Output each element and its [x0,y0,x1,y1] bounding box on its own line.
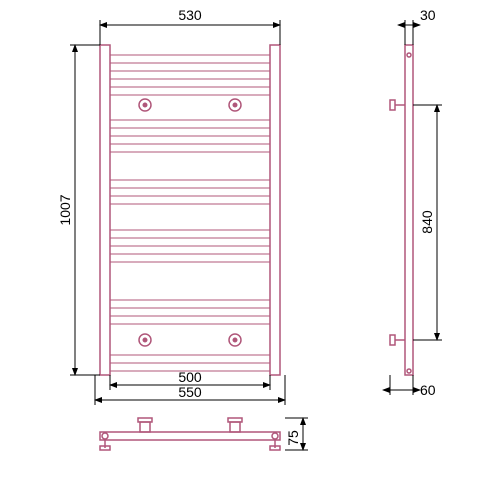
dim-1007: 1007 [57,45,100,375]
side-view [390,45,413,375]
dim-60: 60 [383,375,436,398]
front-view [100,45,280,375]
dim-75: 75 [285,418,308,450]
svg-text:530: 530 [178,7,202,23]
technical-drawing: 530 30 1007 840 60 500 550 [0,0,500,500]
top-view [100,418,280,450]
svg-text:60: 60 [420,382,436,398]
svg-text:550: 550 [178,384,202,400]
svg-text:500: 500 [178,369,202,385]
dim-530: 530 [100,7,280,45]
svg-text:1007: 1007 [57,194,73,225]
svg-text:30: 30 [420,7,436,23]
svg-text:75: 75 [285,430,301,446]
dim-30: 30 [398,7,436,45]
dim-840: 840 [413,105,442,340]
svg-text:840: 840 [419,210,435,234]
rungs [110,55,270,371]
